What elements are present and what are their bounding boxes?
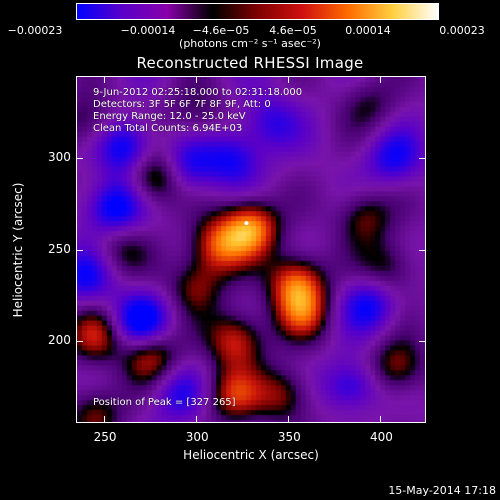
y-tick-mark: [419, 249, 426, 251]
y-axis-label: Heliocentric Y (arcsec): [11, 182, 25, 318]
peak-marker: [244, 221, 249, 226]
y-tick-label: 300: [48, 150, 71, 165]
colorbar-units: (photons cm⁻² s⁻¹ asec⁻²): [179, 37, 321, 50]
x-tick-label: 300: [185, 430, 209, 444]
y-tick-label: 200: [48, 332, 71, 347]
x-tick-label: 250: [93, 430, 117, 444]
y-tick-mark: [419, 158, 426, 160]
chart-title: Reconstructed RHESSI Image: [136, 54, 364, 72]
colorbar-tick-label: −4.6e−05: [192, 24, 250, 37]
plot-area: 9-Jun-2012 02:25:18.000 to 02:31:18.000 …: [76, 76, 426, 423]
y-tick-mark: [76, 340, 83, 342]
colorbar-tick-label: −0.00014: [120, 24, 176, 37]
x-tick-mark: [103, 416, 105, 423]
annotation-detectors: Detectors: 3F 5F 6F 7F 8F 9F, Att: 0: [93, 99, 271, 110]
x-tick-mark: [195, 76, 197, 83]
footer-timestamp: 15-May-2014 17:18: [388, 484, 496, 497]
x-axis-label: Heliocentric X (arcsec): [183, 448, 319, 462]
colorbar-tick-label: 4.6e−05: [269, 24, 317, 37]
x-tick-mark: [287, 416, 289, 423]
x-tick-mark: [195, 416, 197, 423]
x-tick-label: 400: [369, 430, 393, 444]
heatmap-image: [77, 77, 425, 422]
y-tick-mark: [76, 249, 83, 251]
annotation-total-counts: Clean Total Counts: 6.94E+03: [93, 123, 243, 134]
x-tick-mark: [103, 76, 105, 83]
y-tick-label: 250: [48, 241, 71, 256]
x-tick-mark: [287, 76, 289, 83]
colorbar: [76, 3, 439, 20]
colorbar-tick-label: 0.00023: [439, 24, 485, 37]
x-tick-mark: [379, 76, 381, 83]
annotation-energy-range: Energy Range: 12.0 - 25.0 keV: [93, 111, 246, 122]
colorbar-tick-label: 0.00014: [345, 24, 391, 37]
annotation-time-range: 9-Jun-2012 02:25:18.000 to 02:31:18.000: [93, 87, 303, 98]
x-tick-mark: [379, 416, 381, 423]
annotation-peak-position: Position of Peak = [327 265]: [93, 397, 236, 408]
y-tick-mark: [76, 158, 83, 160]
colorbar-tick-label: −0.00023: [7, 24, 63, 37]
colorbar-gradient: [77, 4, 438, 19]
x-tick-label: 350: [277, 430, 301, 444]
y-tick-mark: [419, 340, 426, 342]
peak-point: [244, 221, 249, 226]
